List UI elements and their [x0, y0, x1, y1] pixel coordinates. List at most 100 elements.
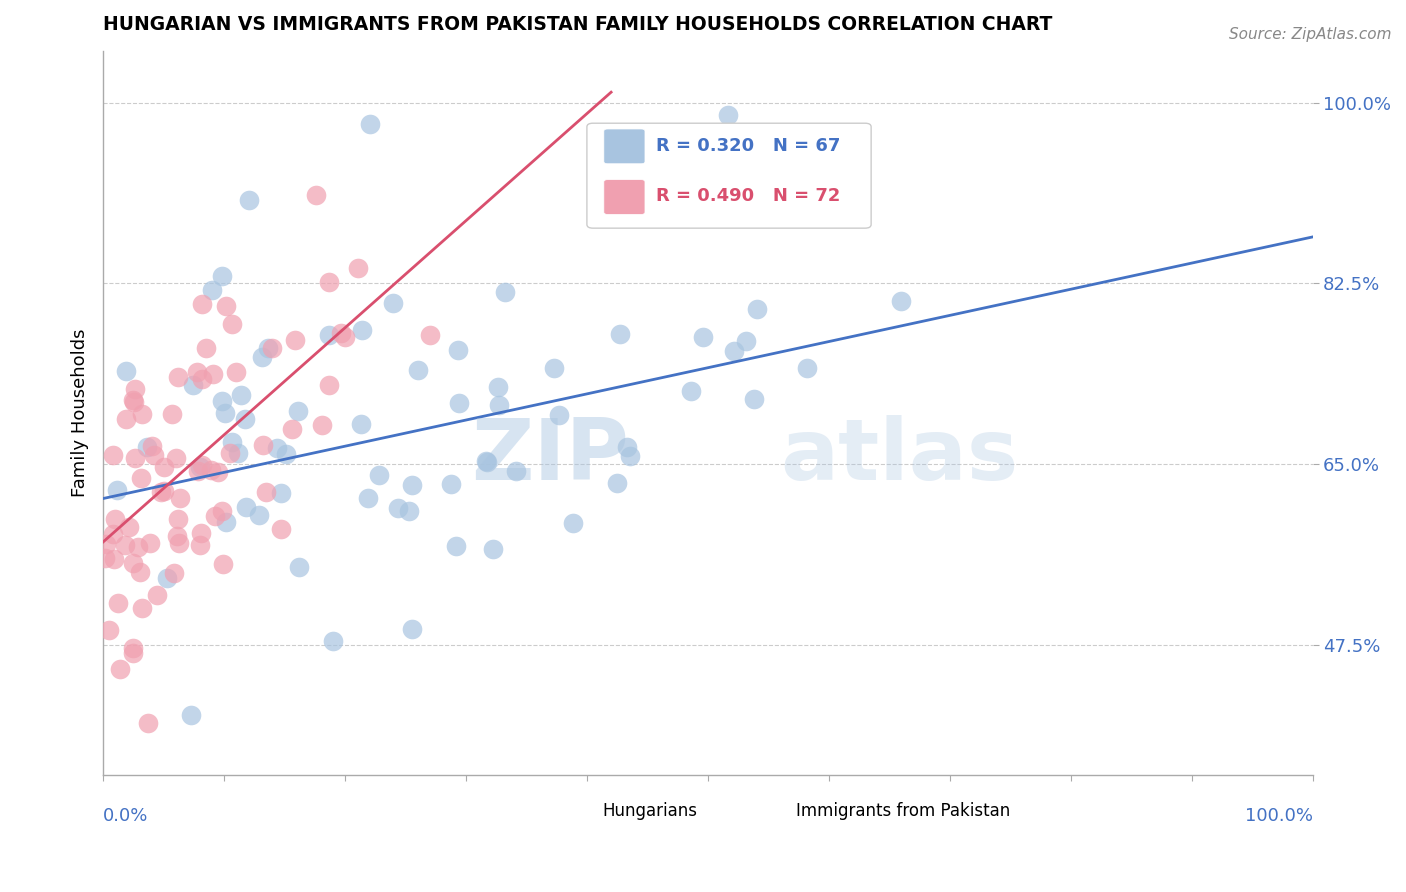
- Point: [107, 596, 129, 610]
- Point: [124, 395, 146, 409]
- Point: [94, 537, 117, 551]
- Point: [270, 522, 292, 536]
- Point: [122, 556, 145, 570]
- Point: [128, 565, 150, 579]
- Text: atlas: atlas: [780, 415, 1019, 498]
- Point: [398, 504, 420, 518]
- Point: [201, 367, 224, 381]
- Text: R = 0.490   N = 72: R = 0.490 N = 72: [655, 187, 841, 205]
- Point: [186, 365, 208, 379]
- Point: [201, 283, 224, 297]
- Point: [115, 412, 138, 426]
- Point: [288, 560, 311, 574]
- Point: [305, 187, 328, 202]
- Point: [187, 464, 209, 478]
- Point: [247, 508, 270, 522]
- Point: [401, 478, 423, 492]
- Point: [129, 471, 152, 485]
- Point: [225, 365, 247, 379]
- Point: [359, 117, 381, 131]
- Point: [481, 541, 503, 556]
- Point: [190, 458, 212, 473]
- Text: 100.0%: 100.0%: [1244, 807, 1313, 825]
- Point: [101, 448, 124, 462]
- Point: [215, 515, 238, 529]
- Point: [281, 422, 304, 436]
- Point: [692, 330, 714, 344]
- Point: [204, 508, 226, 523]
- Point: [252, 438, 274, 452]
- Point: [440, 476, 463, 491]
- Point: [744, 392, 766, 406]
- Point: [127, 540, 149, 554]
- Point: [270, 485, 292, 500]
- Point: [357, 491, 380, 505]
- Point: [387, 501, 409, 516]
- Point: [215, 299, 238, 313]
- Point: [131, 408, 153, 422]
- Point: [890, 294, 912, 309]
- Point: [219, 446, 242, 460]
- Point: [145, 588, 167, 602]
- Point: [254, 484, 277, 499]
- Point: [180, 708, 202, 723]
- Point: [266, 441, 288, 455]
- Point: [211, 268, 233, 283]
- Point: [238, 194, 260, 208]
- FancyBboxPatch shape: [586, 123, 872, 228]
- Point: [169, 491, 191, 505]
- Point: [149, 485, 172, 500]
- Point: [233, 411, 256, 425]
- Point: [318, 328, 340, 343]
- Point: [118, 520, 141, 534]
- Point: [98, 624, 121, 638]
- Point: [561, 516, 583, 531]
- Point: [330, 326, 353, 340]
- Point: [165, 451, 187, 466]
- Point: [352, 324, 374, 338]
- Point: [188, 459, 211, 474]
- FancyBboxPatch shape: [603, 179, 645, 214]
- Point: [284, 333, 307, 347]
- Point: [350, 417, 373, 432]
- Point: [160, 407, 183, 421]
- Point: [103, 551, 125, 566]
- Point: [488, 398, 510, 412]
- Point: [250, 350, 273, 364]
- Point: [167, 512, 190, 526]
- Point: [505, 463, 527, 477]
- Point: [108, 662, 131, 676]
- Point: [347, 260, 370, 275]
- Point: [153, 484, 176, 499]
- Point: [333, 330, 356, 344]
- Point: [318, 378, 340, 392]
- Point: [124, 450, 146, 465]
- Point: [139, 536, 162, 550]
- Point: [477, 455, 499, 469]
- Point: [114, 538, 136, 552]
- Point: [447, 343, 470, 358]
- Point: [486, 380, 509, 394]
- Point: [104, 511, 127, 525]
- Point: [257, 341, 280, 355]
- Point: [318, 275, 340, 289]
- Point: [745, 302, 768, 317]
- Point: [101, 527, 124, 541]
- Point: [212, 557, 235, 571]
- Point: [494, 285, 516, 299]
- Point: [194, 341, 217, 355]
- Point: [136, 715, 159, 730]
- Point: [796, 360, 818, 375]
- Point: [609, 326, 631, 341]
- Point: [211, 394, 233, 409]
- Point: [105, 483, 128, 498]
- Point: [190, 526, 212, 541]
- Point: [260, 341, 283, 355]
- Point: [616, 440, 638, 454]
- Point: [214, 406, 236, 420]
- Point: [322, 634, 344, 648]
- Point: [401, 622, 423, 636]
- Point: [679, 384, 702, 399]
- Text: HUNGARIAN VS IMMIGRANTS FROM PAKISTAN FAMILY HOUSEHOLDS CORRELATION CHART: HUNGARIAN VS IMMIGRANTS FROM PAKISTAN FA…: [103, 15, 1053, 34]
- Point: [475, 454, 498, 468]
